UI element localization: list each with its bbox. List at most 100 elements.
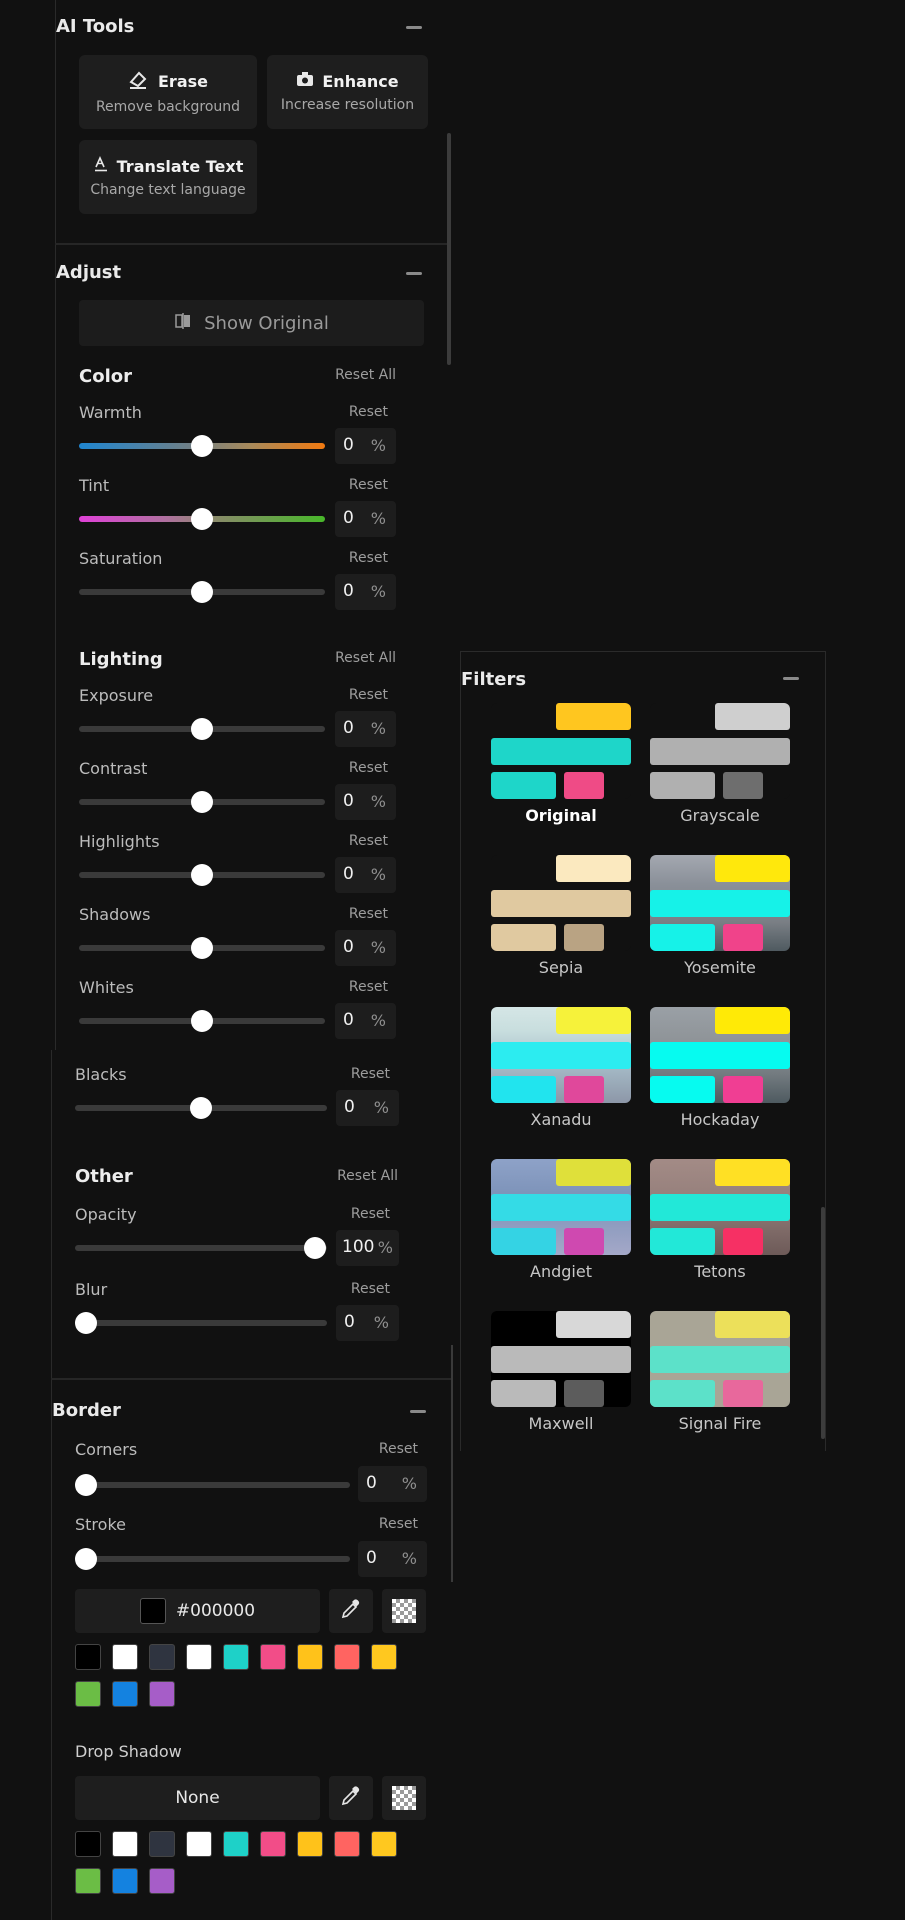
contrast-slider-thumb[interactable] <box>191 791 213 813</box>
color-swatch[interactable] <box>112 1644 138 1670</box>
saturation-reset-button[interactable]: Reset <box>348 550 388 566</box>
warmth-reset-button[interactable]: Reset <box>348 404 388 420</box>
contrast-reset-button[interactable]: Reset <box>348 760 388 776</box>
tint-reset-button[interactable]: Reset <box>348 477 388 493</box>
highlights-value[interactable]: 0% <box>335 857 396 893</box>
color-swatch[interactable] <box>334 1831 360 1857</box>
whites-slider-thumb[interactable] <box>191 1010 213 1032</box>
filter-thumb-andgiet[interactable] <box>491 1159 631 1255</box>
stroke-reset-button[interactable]: Reset <box>378 1516 418 1532</box>
blur-slider[interactable] <box>75 1320 327 1326</box>
color-swatch[interactable] <box>149 1831 175 1857</box>
color-swatch[interactable] <box>149 1868 175 1894</box>
tint-slider-thumb[interactable] <box>191 508 213 530</box>
shadow-eyedropper-button[interactable] <box>329 1776 373 1820</box>
color-swatch[interactable] <box>371 1644 397 1670</box>
color-swatch[interactable] <box>112 1868 138 1894</box>
exposure-value[interactable]: 0% <box>335 711 396 747</box>
blacks-reset-button[interactable]: Reset <box>350 1066 390 1082</box>
filter-thumb-yosemite[interactable] <box>650 855 790 951</box>
warmth-value[interactable]: 0% <box>335 428 396 464</box>
color-swatch[interactable] <box>75 1644 101 1670</box>
filter-thumb-maxwell[interactable] <box>491 1311 631 1407</box>
drop-shadow-button[interactable]: None <box>75 1776 320 1820</box>
corners-slider-thumb[interactable] <box>75 1474 97 1496</box>
filter-thumb-xanadu[interactable] <box>491 1007 631 1103</box>
highlights-slider-thumb[interactable] <box>191 864 213 886</box>
warmth-slider-thumb[interactable] <box>191 435 213 457</box>
shadows-value[interactable]: 0% <box>335 930 396 966</box>
corners-slider[interactable] <box>75 1482 350 1488</box>
stroke-slider[interactable] <box>75 1556 350 1562</box>
exposure-reset-button[interactable]: Reset <box>348 687 388 703</box>
border-transparent-button[interactable] <box>382 1589 426 1633</box>
blur-reset-button[interactable]: Reset <box>350 1281 390 1297</box>
translate-text-button[interactable]: Translate Text Change text language <box>79 140 257 214</box>
other-reset-all-button[interactable]: Reset All <box>337 1168 398 1184</box>
blacks-value[interactable]: 0% <box>336 1090 399 1126</box>
tint-value-text: 0 <box>343 508 354 528</box>
color-swatch[interactable] <box>260 1831 286 1857</box>
color-swatch[interactable] <box>75 1831 101 1857</box>
color-swatch[interactable] <box>186 1831 212 1857</box>
filter-swatch-block <box>715 855 790 882</box>
lighting-reset-all-button[interactable]: Reset All <box>335 650 396 666</box>
stroke-slider-thumb[interactable] <box>75 1548 97 1570</box>
filter-thumb-signal-fire[interactable] <box>650 1311 790 1407</box>
exposure-slider-thumb[interactable] <box>191 718 213 740</box>
color-swatch[interactable] <box>297 1831 323 1857</box>
filter-thumb-hockaday[interactable] <box>650 1007 790 1103</box>
blur-value[interactable]: 0% <box>336 1305 399 1341</box>
ai-tools-collapse-icon[interactable] <box>406 26 422 29</box>
color-swatch[interactable] <box>149 1644 175 1670</box>
border-color-button[interactable]: #000000 <box>75 1589 320 1633</box>
erase-button[interactable]: Erase Remove background <box>79 55 257 129</box>
highlights-reset-button[interactable]: Reset <box>348 833 388 849</box>
opacity-slider[interactable] <box>75 1245 327 1251</box>
color-swatch[interactable] <box>186 1644 212 1670</box>
filter-swatch-block <box>491 1228 556 1255</box>
opacity-slider-thumb[interactable] <box>304 1237 326 1259</box>
color-swatch[interactable] <box>260 1644 286 1670</box>
tint-value[interactable]: 0% <box>335 501 396 537</box>
filters-scrollbar[interactable] <box>821 1207 825 1439</box>
shadow-transparent-button[interactable] <box>382 1776 426 1820</box>
color-reset-all-button[interactable]: Reset All <box>335 367 396 383</box>
shadows-slider-thumb[interactable] <box>191 937 213 959</box>
show-original-button[interactable]: Show Original <box>79 300 424 346</box>
filters-collapse-icon[interactable] <box>783 677 799 680</box>
whites-reset-button[interactable]: Reset <box>348 979 388 995</box>
filter-thumb-original[interactable] <box>491 703 631 799</box>
stroke-value[interactable]: 0% <box>358 1541 427 1577</box>
opacity-reset-button[interactable]: Reset <box>350 1206 390 1222</box>
saturation-slider-thumb[interactable] <box>191 581 213 603</box>
whites-value[interactable]: 0% <box>335 1003 396 1039</box>
color-swatch[interactable] <box>75 1868 101 1894</box>
opacity-value[interactable]: 100% <box>336 1230 399 1266</box>
filter-thumb-grayscale[interactable] <box>650 703 790 799</box>
color-swatch[interactable] <box>297 1644 323 1670</box>
enhance-button[interactable]: Enhance Increase resolution <box>267 55 428 129</box>
color-swatch[interactable] <box>149 1681 175 1707</box>
color-swatch[interactable] <box>223 1644 249 1670</box>
color-swatch[interactable] <box>75 1681 101 1707</box>
color-swatch[interactable] <box>371 1831 397 1857</box>
color-swatch[interactable] <box>334 1644 360 1670</box>
blacks-slider-thumb[interactable] <box>190 1097 212 1119</box>
color-swatch[interactable] <box>223 1831 249 1857</box>
border-collapse-icon[interactable] <box>410 1410 426 1413</box>
adjust-collapse-icon[interactable] <box>406 272 422 275</box>
left-scrollbar[interactable] <box>447 133 451 365</box>
shadows-reset-button[interactable]: Reset <box>348 906 388 922</box>
blur-slider-thumb[interactable] <box>75 1312 97 1334</box>
contrast-value[interactable]: 0% <box>335 784 396 820</box>
border-eyedropper-button[interactable] <box>329 1589 373 1633</box>
filter-thumb-sepia[interactable] <box>491 855 631 951</box>
saturation-value[interactable]: 0% <box>335 574 396 610</box>
corners-reset-button[interactable]: Reset <box>378 1441 418 1457</box>
color-swatch[interactable] <box>112 1681 138 1707</box>
filter-thumb-tetons[interactable] <box>650 1159 790 1255</box>
corners-value[interactable]: 0% <box>358 1466 427 1502</box>
eyedropper-icon <box>339 1784 363 1812</box>
color-swatch[interactable] <box>112 1831 138 1857</box>
